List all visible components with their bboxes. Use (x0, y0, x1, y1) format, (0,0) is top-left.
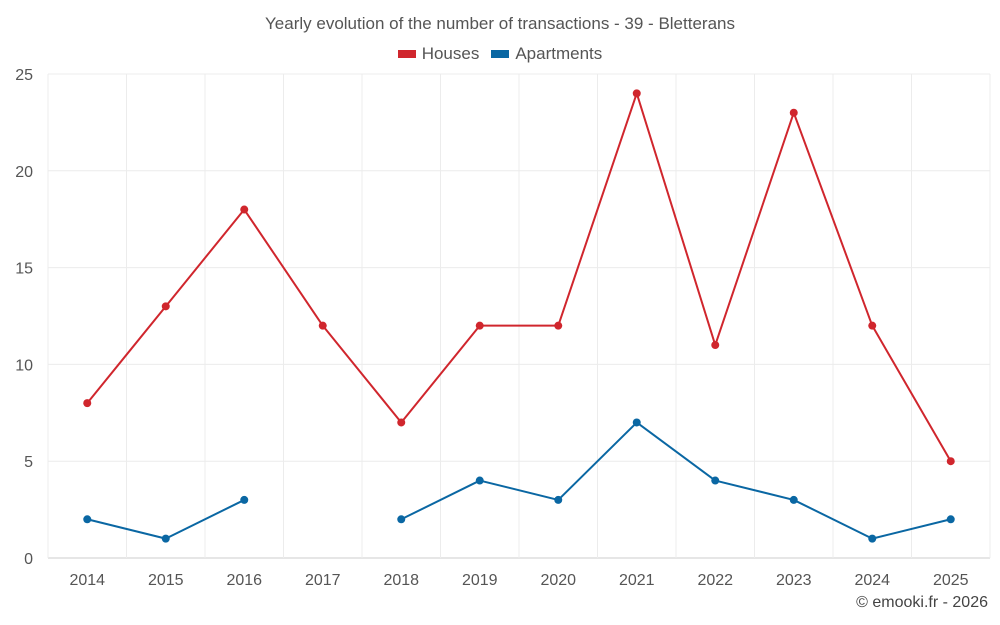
x-tick-label: 2014 (69, 572, 105, 589)
data-point-apartments (240, 495, 249, 504)
x-tick-label: 2016 (226, 572, 262, 589)
data-point-houses (318, 321, 327, 330)
legend-label-apartments: Apartments (515, 44, 603, 63)
x-tick-label: 2015 (148, 572, 184, 589)
y-tick-label: 5 (24, 454, 33, 471)
chart-title: Yearly evolution of the number of transa… (265, 14, 735, 33)
x-tick-label: 2017 (305, 572, 341, 589)
data-point-houses (240, 205, 249, 214)
legend-item-houses[interactable]: Houses (397, 44, 480, 64)
x-tick-label: 2025 (933, 572, 969, 589)
data-point-houses (868, 321, 877, 330)
legend-swatch-apartments (491, 50, 510, 58)
y-tick-label: 20 (15, 164, 33, 181)
y-tick-label: 15 (15, 261, 33, 278)
x-tick-label: 2019 (462, 572, 498, 589)
data-point-houses (397, 418, 406, 427)
series-line-apartments (87, 499, 245, 540)
data-point-houses (711, 341, 720, 350)
data-point-apartments (475, 476, 484, 485)
y-tick-label: 10 (15, 357, 33, 374)
x-tick-label: 2024 (854, 572, 890, 589)
y-tick-label: 0 (24, 551, 33, 568)
data-point-apartments (83, 515, 92, 524)
data-point-houses (83, 399, 92, 408)
legend: Houses Apartments (0, 44, 1000, 64)
data-point-houses (554, 321, 563, 330)
data-point-apartments (868, 534, 877, 543)
data-point-apartments (711, 476, 720, 485)
data-point-apartments (397, 515, 406, 524)
x-tick-label: 2022 (697, 572, 733, 589)
legend-label-houses: Houses (421, 44, 480, 63)
x-tick-label: 2023 (776, 572, 812, 589)
data-point-apartments (554, 495, 563, 504)
data-point-houses (475, 321, 484, 330)
data-point-houses (161, 302, 170, 311)
data-point-apartments (946, 515, 955, 524)
legend-item-apartments[interactable]: Apartments (491, 44, 602, 64)
data-point-houses (789, 108, 798, 117)
series-line-houses (86, 92, 952, 462)
legend-swatch-houses (397, 50, 416, 58)
data-point-houses (632, 89, 641, 98)
x-tick-label: 2018 (383, 572, 419, 589)
y-tick-label: 25 (15, 67, 33, 84)
data-point-apartments (161, 534, 170, 543)
x-tick-label: 2020 (540, 572, 576, 589)
credit-text: © emooki.fr - 2026 (856, 594, 988, 611)
series-line-apartments (400, 421, 951, 540)
data-point-apartments (632, 418, 641, 427)
data-point-apartments (789, 495, 798, 504)
data-point-houses (946, 457, 955, 466)
x-tick-label: 2021 (619, 572, 655, 589)
